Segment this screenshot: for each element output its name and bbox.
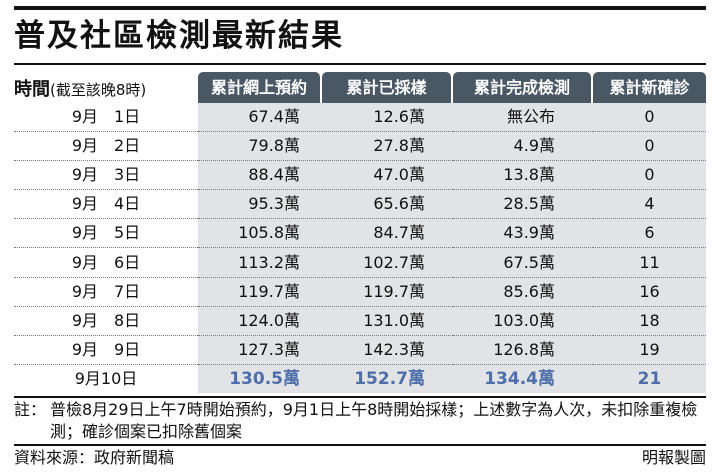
time-header-label: 時間 bbox=[14, 78, 50, 100]
confirmed-cell: 11 bbox=[593, 248, 706, 278]
table-row: 9月 4日 95.3萬 65.6萬 28.5萬 4 bbox=[14, 190, 706, 220]
sampled-cell: 131.0萬 bbox=[322, 306, 453, 336]
table-row: 9月 8日 124.0萬 131.0萬 103.0萬 18 bbox=[14, 306, 706, 336]
column-header-booked: 累計網上預約 bbox=[198, 72, 322, 103]
column-header-label: 累計完成檢測 bbox=[453, 72, 591, 103]
sampled-cell: 84.7萬 bbox=[322, 219, 453, 249]
column-header-sampled: 累計已採樣 bbox=[322, 72, 453, 103]
table-row: 9月 5日 105.8萬 84.7萬 43.9萬 6 bbox=[14, 219, 706, 249]
date-cell: 9月 6日 bbox=[14, 248, 198, 278]
sampled-cell: 47.0萬 bbox=[322, 161, 453, 191]
tested-cell: 4.9萬 bbox=[453, 132, 593, 162]
table-row-latest: 9月10日 130.5萬 152.7萬 134.4萬 21 bbox=[14, 364, 706, 393]
sampled-cell: 142.3萬 bbox=[322, 335, 453, 365]
confirmed-cell: 0 bbox=[593, 103, 706, 133]
confirmed-cell: 0 bbox=[593, 161, 706, 191]
tested-cell: 13.8萬 bbox=[453, 161, 593, 191]
source-line: 資料來源：政府新聞稿 bbox=[14, 448, 175, 467]
table-row: 9月 2日 79.8萬 27.8萬 4.9萬 0 bbox=[14, 132, 706, 162]
table-row: 9月 7日 119.7萬 119.7萬 85.6萬 16 bbox=[14, 277, 706, 307]
results-table: 時間(截至該晚8時) 累計網上預約 累計已採樣 累計完成檢測 累計新確診 9月 … bbox=[14, 72, 706, 393]
table-row: 9月 9日 127.3萬 142.3萬 126.8萬 19 bbox=[14, 335, 706, 365]
booked-cell: 124.0萬 bbox=[198, 306, 322, 336]
date-cell: 9月 4日 bbox=[14, 190, 198, 220]
booked-cell: 79.8萬 bbox=[198, 132, 322, 162]
header-row: 時間(截至該晚8時) 累計網上預約 累計已採樣 累計完成檢測 累計新確診 bbox=[14, 72, 706, 103]
sampled-cell: 12.6萬 bbox=[322, 103, 453, 133]
tested-cell: 67.5萬 bbox=[453, 248, 593, 278]
tested-cell: 無公布 bbox=[453, 103, 593, 133]
table-row: 9月 1日 67.4萬 12.6萬 無公布 0 bbox=[14, 103, 706, 133]
sampled-cell: 102.7萬 bbox=[322, 248, 453, 278]
tested-cell: 85.6萬 bbox=[453, 277, 593, 307]
confirmed-cell: 21 bbox=[593, 364, 706, 393]
sampled-cell: 27.8萬 bbox=[322, 132, 453, 162]
date-cell: 9月 5日 bbox=[14, 219, 198, 249]
credit-line: 明報製圖 bbox=[641, 448, 706, 467]
column-header-label: 累計新確診 bbox=[593, 72, 706, 103]
footnote-label: 註： bbox=[14, 400, 47, 419]
date-cell: 9月 1日 bbox=[14, 103, 198, 133]
sampled-cell: 119.7萬 bbox=[322, 277, 453, 307]
date-cell: 9月10日 bbox=[14, 364, 198, 393]
date-cell: 9月 3日 bbox=[14, 161, 198, 191]
table-row: 9月 3日 88.4萬 47.0萬 13.8萬 0 bbox=[14, 161, 706, 191]
confirmed-cell: 0 bbox=[593, 132, 706, 162]
date-cell: 9月 9日 bbox=[14, 335, 198, 365]
column-header-label: 累計網上預約 bbox=[198, 72, 320, 103]
confirmed-cell: 6 bbox=[593, 219, 706, 249]
page-title: 普及社區檢測最新結果 bbox=[14, 18, 344, 54]
tested-cell: 28.5萬 bbox=[453, 190, 593, 220]
booked-cell: 67.4萬 bbox=[198, 103, 322, 133]
table-row: 9月 6日 113.2萬 102.7萬 67.5萬 11 bbox=[14, 248, 706, 278]
footnote-text: 普檢8月29日上午7時開始預約，9月1日上午8時開始採樣；上述數字為人次，未扣除… bbox=[50, 400, 698, 441]
table-bottom-rule bbox=[14, 396, 706, 398]
title-rule bbox=[14, 63, 706, 65]
column-header-confirmed: 累計新確診 bbox=[593, 72, 706, 103]
booked-cell: 130.5萬 bbox=[198, 364, 322, 393]
tested-cell: 126.8萬 bbox=[453, 335, 593, 365]
confirmed-cell: 19 bbox=[593, 335, 706, 365]
confirmed-cell: 4 bbox=[593, 190, 706, 220]
time-column-header: 時間(截至該晚8時) bbox=[14, 72, 198, 103]
date-cell: 9月 7日 bbox=[14, 277, 198, 307]
footnote: 註： 普檢8月29日上午7時開始預約，9月1日上午8時開始採樣；上述數字為人次，… bbox=[14, 399, 706, 443]
tested-cell: 103.0萬 bbox=[453, 306, 593, 336]
booked-cell: 127.3萬 bbox=[198, 335, 322, 365]
sampled-cell: 152.7萬 bbox=[322, 364, 453, 393]
booked-cell: 88.4萬 bbox=[198, 161, 322, 191]
booked-cell: 105.8萬 bbox=[198, 219, 322, 249]
time-header-note: (截至該晚8時) bbox=[50, 80, 147, 99]
date-cell: 9月 2日 bbox=[14, 132, 198, 162]
tested-cell: 134.4萬 bbox=[453, 364, 593, 393]
tested-cell: 43.9萬 bbox=[453, 219, 593, 249]
confirmed-cell: 18 bbox=[593, 306, 706, 336]
booked-cell: 95.3萬 bbox=[198, 190, 322, 220]
sampled-cell: 65.6萬 bbox=[322, 190, 453, 220]
column-header-tested: 累計完成檢測 bbox=[453, 72, 593, 103]
column-header-label: 累計已採樣 bbox=[322, 72, 451, 103]
top-rule bbox=[14, 6, 706, 10]
booked-cell: 113.2萬 bbox=[198, 248, 322, 278]
date-cell: 9月 8日 bbox=[14, 306, 198, 336]
confirmed-cell: 16 bbox=[593, 277, 706, 307]
footer-rule bbox=[14, 444, 706, 446]
booked-cell: 119.7萬 bbox=[198, 277, 322, 307]
